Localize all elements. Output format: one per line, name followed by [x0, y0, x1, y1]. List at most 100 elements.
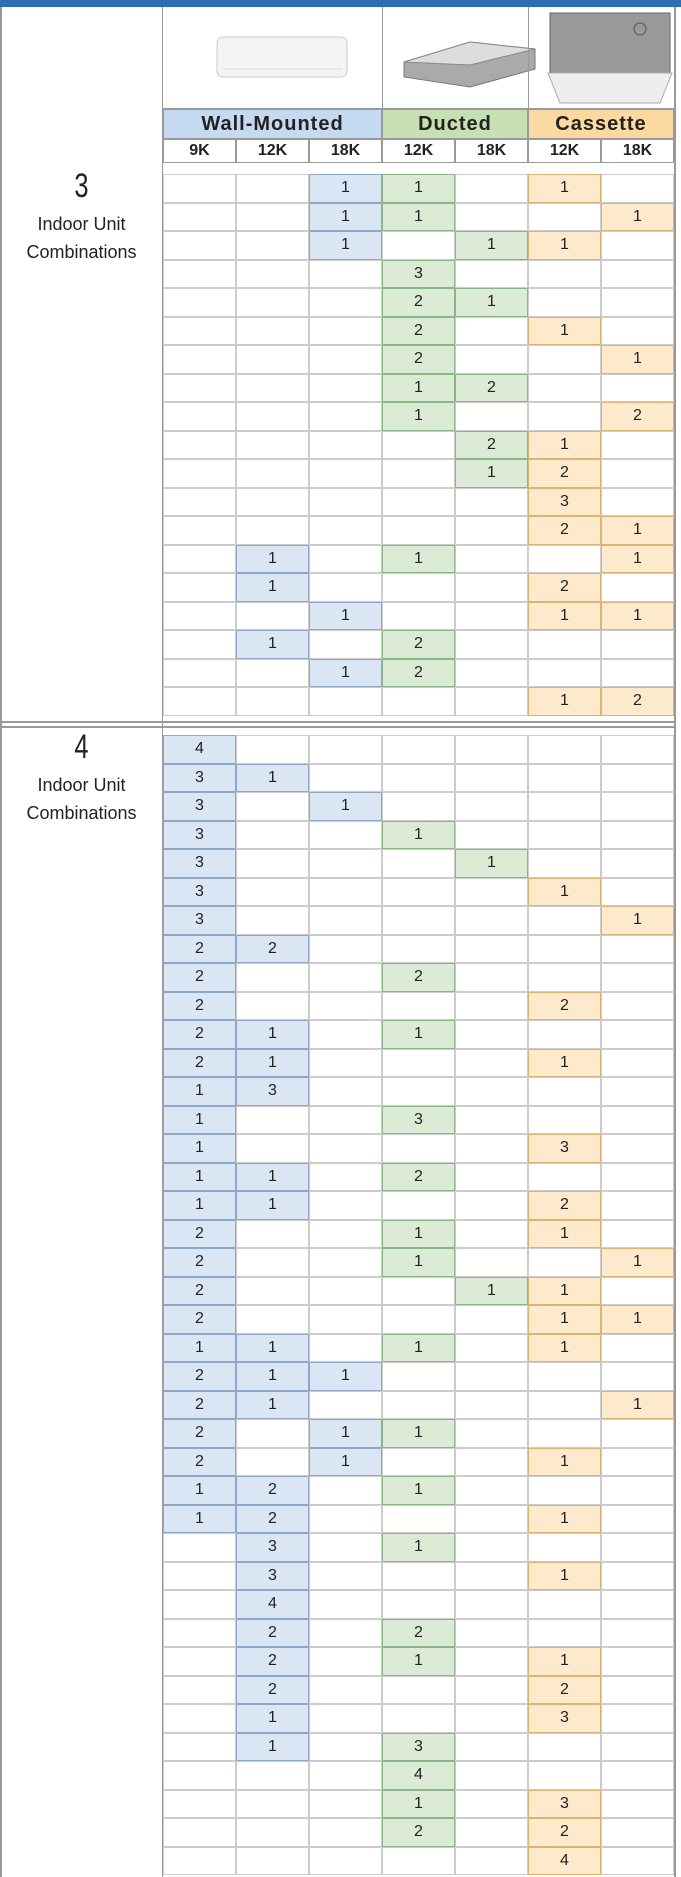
- combination-cell: 1: [455, 288, 528, 317]
- image-row-border: [163, 108, 674, 109]
- combination-cell: [236, 687, 309, 716]
- combination-cell: [455, 573, 528, 602]
- combination-cell: [528, 1077, 601, 1106]
- combination-cell: [455, 1847, 528, 1876]
- combination-cell: [528, 735, 601, 764]
- combination-cell: [455, 1476, 528, 1505]
- combination-cell: [601, 963, 674, 992]
- combination-cell: [455, 1334, 528, 1363]
- combination-cell: 1: [455, 1277, 528, 1306]
- combination-cell: [601, 174, 674, 203]
- combination-cell: [163, 1847, 236, 1876]
- combination-cell: [236, 849, 309, 878]
- combination-cell: [309, 735, 382, 764]
- combination-cell: 2: [236, 1505, 309, 1534]
- combination-cell: [455, 935, 528, 964]
- combination-cell: [163, 1647, 236, 1676]
- combination-cell: [236, 1305, 309, 1334]
- combination-cell: 2: [528, 459, 601, 488]
- combination-cell: [309, 1676, 382, 1705]
- combination-cell: 1: [382, 174, 455, 203]
- combination-cell: [528, 764, 601, 793]
- combination-cell: 2: [528, 1818, 601, 1847]
- combination-cell: [309, 687, 382, 716]
- combination-cell: 2: [163, 935, 236, 964]
- combination-cell: [601, 1533, 674, 1562]
- combination-cell: 1: [528, 317, 601, 346]
- combination-cell: [455, 1220, 528, 1249]
- combination-cell: [309, 1505, 382, 1534]
- combination-cell: [309, 573, 382, 602]
- combination-cell: 1: [236, 1704, 309, 1733]
- combination-cell: [601, 1562, 674, 1591]
- combination-cell: [163, 573, 236, 602]
- combination-cell: 3: [528, 1704, 601, 1733]
- combination-cell: [455, 1619, 528, 1648]
- combination-cell: [382, 992, 455, 1021]
- combination-cell: [528, 963, 601, 992]
- combination-cell: [309, 1391, 382, 1420]
- combination-cell: 1: [382, 1647, 455, 1676]
- combination-cell: [601, 735, 674, 764]
- combination-cell: [601, 459, 674, 488]
- combination-cell: 1: [309, 231, 382, 260]
- combination-cell: [528, 935, 601, 964]
- combination-cell: 1: [309, 659, 382, 688]
- combination-cell: 1: [309, 1419, 382, 1448]
- combination-cell: [528, 630, 601, 659]
- combination-cell: [236, 1220, 309, 1249]
- combination-cell: [309, 1106, 382, 1135]
- section-separator: [0, 721, 676, 723]
- combination-cell: 1: [382, 821, 455, 850]
- combination-cell: [455, 317, 528, 346]
- combination-cell: [236, 963, 309, 992]
- combination-cell: [528, 1761, 601, 1790]
- combination-cell: [382, 573, 455, 602]
- combination-cell: [528, 1248, 601, 1277]
- combination-cell: [163, 1533, 236, 1562]
- combination-cell: [163, 545, 236, 574]
- combination-cell: 3: [382, 1106, 455, 1135]
- combination-cell: [455, 174, 528, 203]
- combination-cell: [455, 1106, 528, 1135]
- combination-cell: 2: [163, 992, 236, 1021]
- combination-cell: 1: [528, 174, 601, 203]
- combination-cell: [601, 1761, 674, 1790]
- combination-cell: 3: [236, 1533, 309, 1562]
- combination-cell: 3: [528, 488, 601, 517]
- combination-cell: [309, 1305, 382, 1334]
- combination-cell: [309, 288, 382, 317]
- combination-cell: [163, 345, 236, 374]
- combination-cell: 2: [601, 687, 674, 716]
- combination-cell: 1: [309, 1448, 382, 1477]
- combination-cell: [601, 431, 674, 460]
- combination-cell: 2: [236, 1476, 309, 1505]
- combination-cell: [528, 1106, 601, 1135]
- combination-cell: [528, 288, 601, 317]
- combination-cell: [236, 1277, 309, 1306]
- combination-cell: [163, 1733, 236, 1762]
- combination-cell: [528, 1619, 601, 1648]
- combination-cell: [601, 630, 674, 659]
- combination-cell: [455, 821, 528, 850]
- combination-cell: [601, 1049, 674, 1078]
- combination-cell: [528, 1163, 601, 1192]
- combination-cell: [601, 1220, 674, 1249]
- combination-cell: 1: [236, 630, 309, 659]
- combination-cell: 2: [163, 1305, 236, 1334]
- cassette-unit-body: [550, 13, 670, 73]
- combination-cell: 1: [236, 1163, 309, 1192]
- combination-cell: 3: [528, 1134, 601, 1163]
- combination-cell: 1: [455, 459, 528, 488]
- combination-cell: 1: [382, 1419, 455, 1448]
- combination-cell: [382, 849, 455, 878]
- combination-cell: [382, 878, 455, 907]
- combination-cell: [309, 402, 382, 431]
- combination-cell: 1: [382, 374, 455, 403]
- combination-cell: [455, 602, 528, 631]
- combination-cell: 2: [163, 1248, 236, 1277]
- combination-cell: [236, 1106, 309, 1135]
- combination-cell: [163, 203, 236, 232]
- combination-cell: 1: [382, 203, 455, 232]
- combination-cell: [309, 1533, 382, 1562]
